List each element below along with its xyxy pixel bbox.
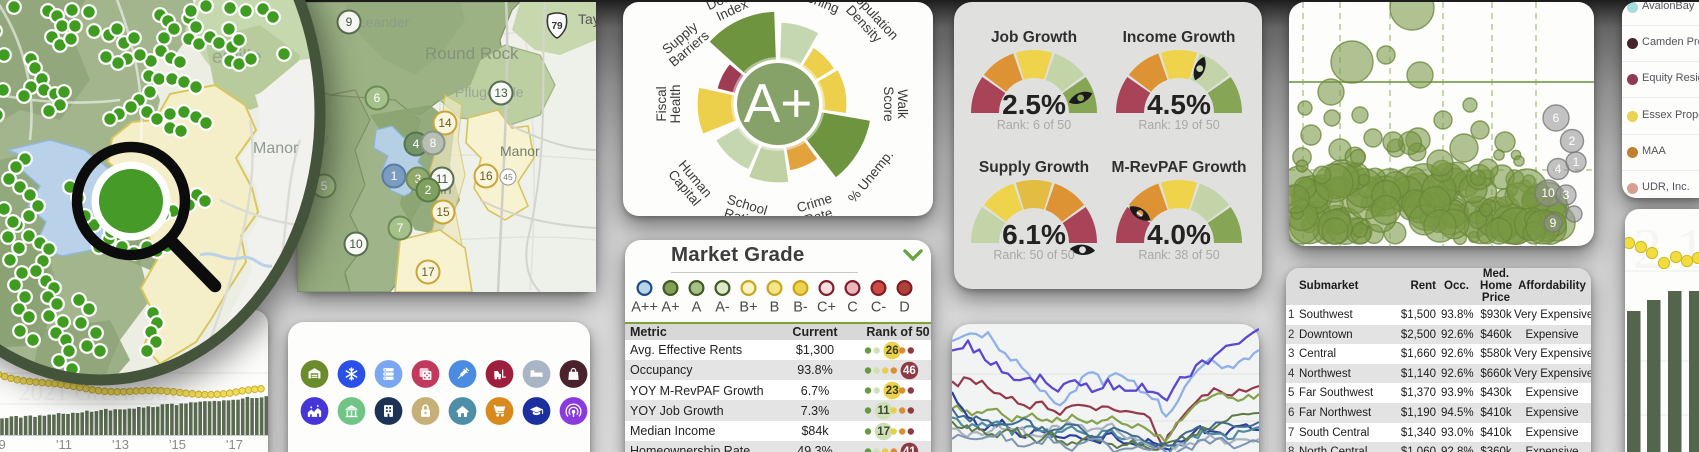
svg-text:5: 5	[321, 179, 328, 193]
svg-text:26: 26	[886, 345, 899, 357]
svg-text:C-: C-	[871, 300, 886, 316]
svg-text:10: 10	[1541, 186, 1555, 200]
svg-text:Score: Score	[881, 86, 896, 121]
svg-text:B+: B+	[739, 300, 757, 316]
svg-text:46: 46	[903, 365, 916, 377]
svg-text:A-: A-	[715, 300, 730, 316]
svg-text:16: 16	[479, 169, 493, 183]
svg-text:'11: '11	[56, 437, 72, 452]
svg-text:10: 10	[349, 237, 363, 251]
svg-text:Leander: Leander	[358, 14, 410, 30]
svg-text:9: 9	[1550, 216, 1557, 230]
svg-text:41: 41	[903, 446, 916, 452]
svg-text:Manor: Manor	[500, 143, 540, 159]
svg-text:Walk: Walk	[895, 89, 910, 119]
svg-text:17: 17	[421, 265, 435, 279]
svg-text:Fiscal: Fiscal	[654, 86, 669, 121]
svg-text:4.0%: 4.0%	[1147, 219, 1211, 250]
svg-text:14: 14	[438, 116, 452, 130]
svg-text:Job Growth: Job Growth	[991, 29, 1077, 46]
svg-text:2: 2	[1569, 134, 1576, 148]
svg-text:B: B	[770, 300, 780, 316]
svg-text:'15: '15	[169, 437, 186, 452]
svg-text:2.5%: 2.5%	[1002, 89, 1066, 120]
svg-text:4: 4	[413, 137, 420, 151]
svg-text:1: 1	[1573, 155, 1580, 169]
svg-text:11: 11	[436, 172, 449, 186]
svg-text:Zoning: Zoning	[797, 2, 841, 16]
svg-text:3: 3	[1563, 188, 1570, 202]
svg-text:Tay: Tay	[578, 11, 596, 27]
svg-text:6.1%: 6.1%	[1002, 219, 1066, 250]
svg-text:15: 15	[436, 205, 450, 219]
svg-text:1: 1	[391, 169, 398, 183]
svg-text:A: A	[692, 300, 702, 316]
svg-text:45: 45	[503, 172, 513, 182]
svg-text:A+: A+	[661, 300, 679, 316]
svg-text:23: 23	[886, 385, 899, 397]
svg-text:2: 2	[425, 183, 432, 197]
svg-text:Round Rock: Round Rock	[425, 44, 519, 63]
svg-text:13: 13	[494, 86, 508, 100]
svg-text:4: 4	[1555, 162, 1562, 176]
svg-text:Manor: Manor	[253, 140, 299, 157]
svg-text:Supply Growth: Supply Growth	[979, 159, 1089, 176]
svg-text:Rank: 19 of 50: Rank: 19 of 50	[1138, 118, 1219, 132]
svg-text:C: C	[847, 300, 857, 316]
svg-text:6: 6	[1553, 111, 1560, 125]
svg-text:8: 8	[430, 136, 437, 150]
svg-text:'13: '13	[112, 437, 129, 452]
svg-text:Income Growth: Income Growth	[1123, 29, 1236, 46]
svg-text:Health: Health	[668, 84, 683, 123]
svg-text:'17: '17	[226, 437, 243, 452]
svg-text:4.5%: 4.5%	[1147, 89, 1211, 120]
svg-text:6: 6	[374, 91, 381, 105]
svg-text:3: 3	[415, 172, 422, 186]
svg-text:Rank: 38 of 50: Rank: 38 of 50	[1138, 248, 1219, 262]
svg-text:A++: A++	[631, 300, 658, 316]
svg-text:9: 9	[346, 15, 353, 29]
svg-text:Rank: 6 of 50: Rank: 6 of 50	[997, 118, 1071, 132]
svg-text:C+: C+	[817, 300, 836, 316]
svg-text:11: 11	[878, 406, 891, 418]
svg-text:7: 7	[397, 221, 404, 235]
svg-text:A+: A+	[744, 72, 813, 134]
svg-text:y: y	[322, 131, 329, 146]
svg-text:B-: B-	[793, 300, 808, 316]
svg-text:79: 79	[551, 21, 563, 32]
svg-text:Rank: 50 of 50: Rank: 50 of 50	[993, 248, 1074, 262]
svg-text:M-RevPAF Growth: M-RevPAF Growth	[1112, 159, 1247, 176]
svg-text:'9: '9	[0, 437, 6, 452]
svg-text:D: D	[899, 300, 909, 316]
svg-text:17: 17	[877, 426, 890, 438]
